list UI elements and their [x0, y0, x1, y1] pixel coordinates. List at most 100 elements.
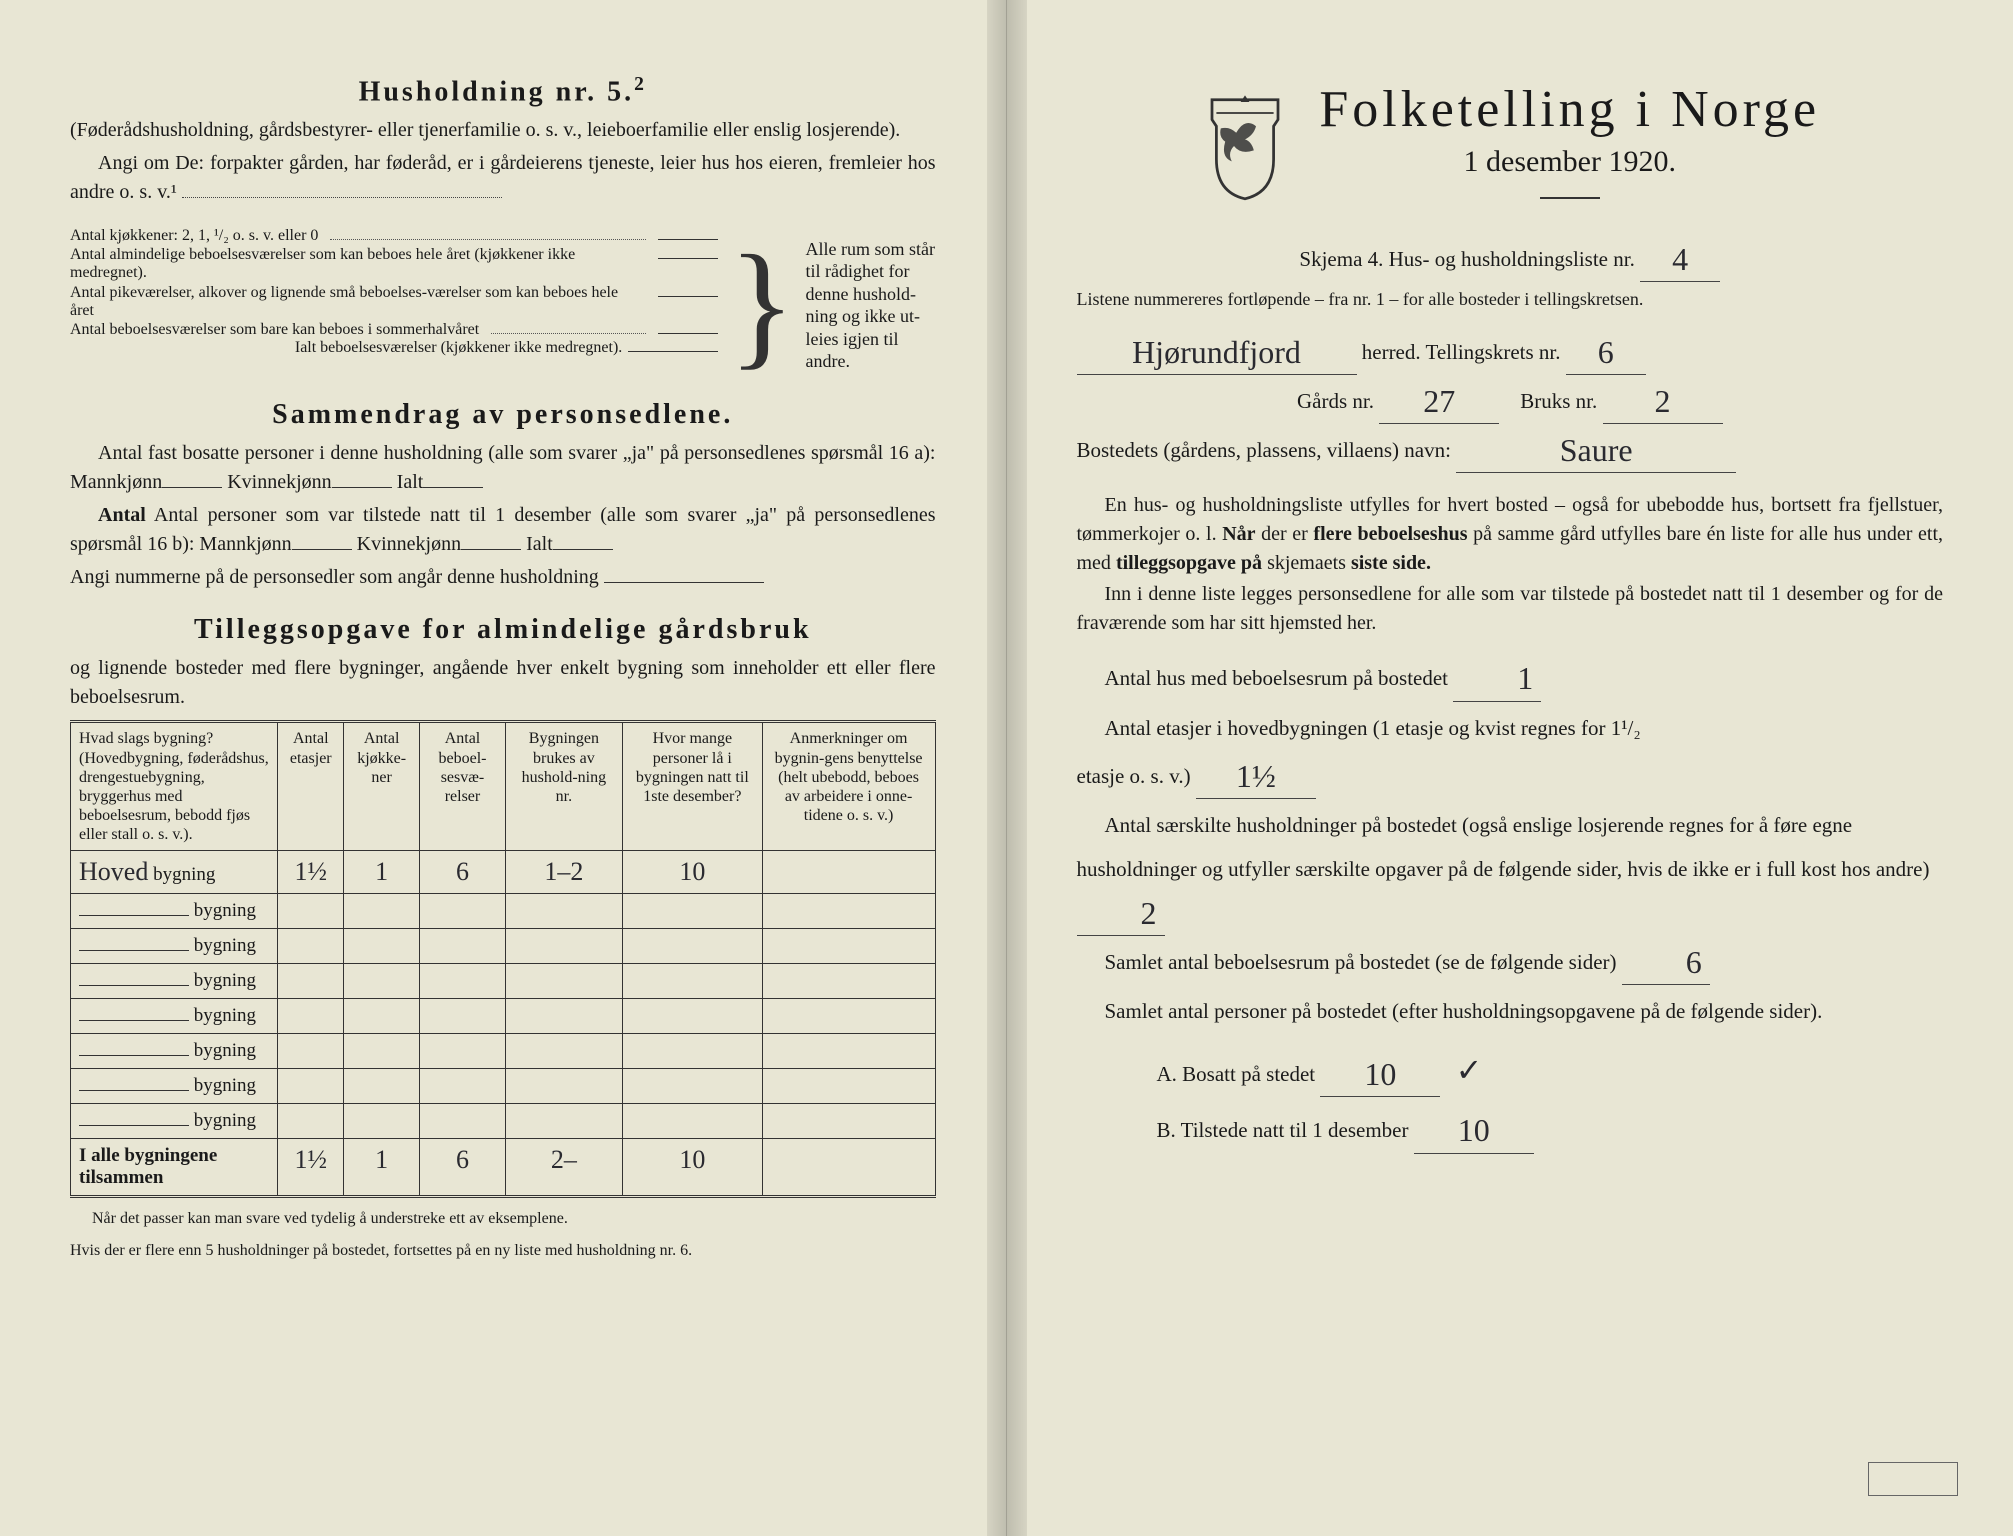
summary-3-text: Angi nummerne på de personsedler som ang… [70, 566, 599, 588]
gard-label: Gårds nr. [1297, 389, 1374, 413]
qB-value: 10 [1458, 1116, 1490, 1145]
skjema-line: Skjema 4. Hus- og husholdningsliste nr. … [1077, 237, 1944, 282]
document-spread: Husholdning nr. 5.2 (Føderådshusholdning… [0, 0, 2013, 1536]
rule [1540, 197, 1600, 199]
blank [79, 1125, 189, 1126]
summary-1-text: Antal fast bosatte personer i denne hush… [70, 442, 936, 493]
blank [79, 1090, 189, 1091]
q5-line: Samlet antal personer på bostedet (efter… [1077, 989, 1944, 1033]
totals-label: I alle bygningene tilsammen [79, 1145, 217, 1188]
antal-bold: Antal [98, 504, 146, 526]
household-intro-text: Angi om De: forpakter gården, har føderå… [70, 152, 936, 203]
table-totals-row: I alle bygningene tilsammen 1½ 1 6 2– 10 [71, 1139, 936, 1197]
col-kitchens: Antal kjøkke-ner [344, 722, 420, 851]
col-floors: Antal etasjer [278, 722, 344, 851]
herred-label: herred. Tellingskrets nr. [1362, 340, 1561, 364]
row1-personer: 10 [679, 857, 705, 886]
left-page: Husholdning nr. 5.2 (Føderådshusholdning… [0, 0, 1007, 1536]
rooms-kitchen: Antal kjøkkener: 2, 1, ¹/₂ o. s. v. elle… [70, 227, 318, 245]
table-body: Hoved bygning 1½ 1 6 1–2 10 bygning bygn… [71, 851, 936, 1197]
bosted-label: Bostedets (gårdens, plassens, villaens) … [1077, 438, 1451, 462]
blank [79, 950, 189, 951]
table-row: bygning [71, 964, 936, 999]
q1-line: Antal hus med beboelsesrum på bostedet 1 [1077, 656, 1944, 701]
blank [79, 915, 189, 916]
row1-suffix: bygning [153, 864, 215, 885]
col-persons: Hvor mange personer lå i bygningen natt … [623, 722, 763, 851]
col-used-by: Bygningen brukes av hushold-ning nr. [505, 722, 622, 851]
tot-kjokken: 1 [375, 1145, 388, 1174]
rooms-total: Ialt beboelsesværelser (kjøkkener ikke m… [295, 339, 622, 357]
instructions: En hus- og husholdningsliste utfylles fo… [1077, 491, 1944, 638]
supplement-sub: og lignende bosteder med flere bygninger… [70, 654, 936, 712]
q3-value: 2 [1113, 899, 1157, 928]
row-suffix: bygning [194, 1110, 256, 1131]
tot-brukes: 2– [551, 1145, 577, 1174]
table-row: Hoved bygning 1½ 1 6 1–2 10 [71, 851, 936, 894]
blank [423, 487, 483, 488]
blank [553, 549, 613, 550]
table-row: bygning [71, 1034, 936, 1069]
blank [658, 296, 718, 297]
summary-line-1: Antal fast bosatte personer i denne hush… [70, 439, 936, 497]
qA-label: A. Bosatt på stedet [1157, 1062, 1316, 1086]
blank [461, 549, 521, 550]
blank [332, 487, 392, 488]
table-row: bygning [71, 929, 936, 964]
instr-p2: Inn i denne liste legges personsedlene f… [1077, 580, 1944, 638]
blank [292, 549, 352, 550]
row1-bebo: 6 [456, 857, 469, 886]
table-head: Hvad slags bygning? (Hovedbygning, føder… [71, 722, 936, 851]
rooms-list: Antal kjøkkener: 2, 1, ¹/₂ o. s. v. elle… [70, 225, 718, 385]
row-suffix: bygning [194, 970, 256, 991]
qB-label: B. Tilstede natt til 1 desember [1157, 1118, 1409, 1142]
bosted-line: Bostedets (gårdens, plassens, villaens) … [1077, 428, 1944, 473]
household-note: (Føderådshusholdning, gårdsbestyrer- ell… [70, 116, 936, 145]
summary-line-2: Antal Antal personer som var tilstede na… [70, 501, 936, 559]
building-table: Hvad slags bygning? (Hovedbygning, føder… [70, 720, 936, 1198]
blank [162, 487, 222, 488]
q4-value: 6 [1658, 948, 1702, 977]
qA-value: 10 [1364, 1060, 1396, 1089]
herred-value: Hjørundfjord [1132, 338, 1301, 367]
household-heading-text: Husholdning nr. 5. [359, 76, 635, 107]
blank [79, 985, 189, 986]
instr-p1: En hus- og husholdningsliste utfylles fo… [1077, 491, 1944, 578]
household-heading: Husholdning nr. 5.2 [70, 74, 936, 108]
subtitle: 1 desember 1920. [1319, 145, 1820, 179]
title-block: Folketelling i Norge 1 desember 1920. [1319, 80, 1820, 217]
blank [79, 1055, 189, 1056]
rooms-brace-note: Alle rum som står til rådighet for denne… [806, 238, 936, 373]
skjema-label: Skjema 4. Hus- og husholdningsliste nr. [1299, 247, 1634, 271]
row-suffix: bygning [194, 935, 256, 956]
row-suffix: bygning [194, 1075, 256, 1096]
q1-value: 1 [1489, 664, 1533, 693]
q2-value: 1½ [1236, 762, 1276, 791]
printer-stamp [1868, 1462, 1958, 1496]
summary-line-3: Angi nummerne på de personsedler som ang… [70, 563, 936, 592]
row1-brukes: 1–2 [544, 857, 583, 886]
tot-etasjer: 1½ [295, 1145, 328, 1174]
tot-personer: 10 [679, 1145, 705, 1174]
table-row: bygning [71, 1069, 936, 1104]
q2-label-b: etasje o. s. v.) [1077, 764, 1191, 788]
brace-glyph: } [728, 225, 795, 385]
table-row: bygning [71, 999, 936, 1034]
household-intro: Angi om De: forpakter gården, har føderå… [70, 149, 936, 207]
blank [79, 1020, 189, 1021]
qA-line: A. Bosatt på stedet 10 ✓ [1077, 1037, 1944, 1104]
main-title: Folketelling i Norge [1319, 80, 1820, 139]
footnote-marker: 2 [634, 74, 647, 95]
row1-label-hw: Hoved [79, 857, 148, 886]
q1-label: Antal hus med beboelsesrum på bostedet [1105, 666, 1449, 690]
skjema-value: 4 [1672, 245, 1688, 274]
bosted-value: Saure [1560, 436, 1633, 465]
summary-kv: Kvinnekjønn [227, 471, 331, 493]
q3-label: Antal særskilte husholdninger på bostede… [1077, 813, 1930, 881]
q2-line-b: etasje o. s. v.) 1½ [1077, 754, 1944, 799]
qB-line: B. Tilstede natt til 1 desember 10 [1077, 1108, 1944, 1153]
q4-line: Samlet antal beboelsesrum på bostedet (s… [1077, 940, 1944, 985]
tot-anm [762, 1139, 935, 1197]
row-suffix: bygning [194, 900, 256, 921]
table-row: bygning [71, 1104, 936, 1139]
